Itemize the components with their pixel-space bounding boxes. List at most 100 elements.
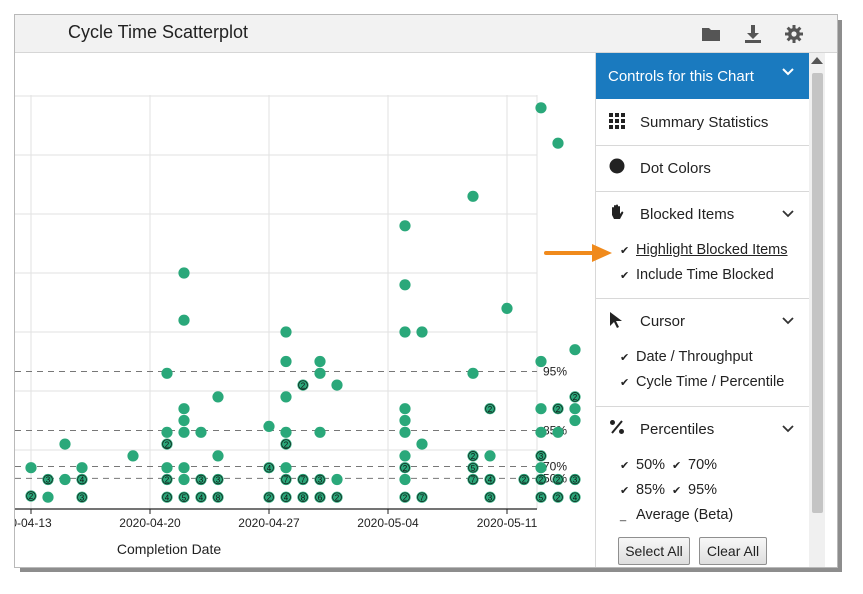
data-point (280, 355, 292, 368)
data-point-dot (297, 491, 309, 503)
data-point-dot (178, 403, 190, 415)
data-point-dot (195, 426, 207, 438)
data-point-dot (212, 491, 224, 503)
data-point: 5 (467, 462, 479, 474)
data-point-count: 2 (165, 476, 170, 485)
data-point (195, 426, 207, 438)
data-point-dot (178, 426, 190, 438)
data-point-ring (315, 474, 325, 485)
data-point-count: 2 (403, 464, 408, 473)
data-point (569, 414, 581, 427)
data-point-count: 3 (199, 476, 204, 485)
scroll-up-icon[interactable] (811, 57, 823, 64)
data-point: 3 (195, 473, 207, 486)
controls-header[interactable]: Controls for this Chart (596, 53, 809, 99)
data-point-ring (179, 492, 189, 502)
data-point (535, 102, 547, 114)
download-icon[interactable] (743, 24, 763, 44)
chevron-down-icon[interactable] (782, 314, 794, 332)
data-point: 2 (280, 438, 292, 450)
data-point-count: 4 (573, 493, 578, 502)
data-point-ring (298, 492, 308, 502)
option-date-throughput[interactable]: ✔ Date / Throughput (620, 349, 753, 365)
data-point-dot (297, 473, 309, 486)
option-include-time-blocked[interactable]: ✔ Include Time Blocked (620, 267, 774, 283)
data-point-dot (59, 473, 71, 486)
option-70-percent[interactable]: ✔ 70% (672, 457, 717, 473)
scatterplot-chart[interactable]: 95%85%70%50% 234322453438422742783622272… (15, 53, 595, 568)
percentile-label: 70% (543, 460, 567, 474)
x-tick-label: 2020-05-11 (477, 516, 538, 530)
gear-icon[interactable] (784, 24, 804, 44)
data-point: 5 (535, 491, 547, 503)
data-point: 4 (263, 462, 275, 474)
data-point (399, 450, 411, 462)
section-summary-statistics[interactable]: Summary Statistics (596, 100, 809, 146)
data-point (569, 403, 581, 415)
option-label: Cycle Time / Percentile (636, 374, 785, 390)
data-point-ring (468, 462, 478, 473)
percentile-label: 95% (543, 365, 567, 379)
data-point-count: 5 (539, 493, 544, 502)
select-all-button[interactable]: Select All (618, 537, 690, 565)
option-average-beta[interactable]: _ Average (Beta) (620, 507, 733, 523)
data-point: 3 (314, 473, 326, 486)
data-point-count: 8 (216, 493, 221, 502)
option-label: 95% (688, 482, 718, 498)
clear-all-button[interactable]: Clear All (699, 537, 767, 565)
data-point-dot (314, 473, 326, 486)
data-point-count: 6 (318, 493, 323, 502)
data-point-dot (178, 414, 190, 427)
data-point-dot (297, 379, 309, 391)
data-point-dot (399, 473, 411, 486)
option-50-percent[interactable]: ✔ 50% (620, 457, 665, 473)
scrollbar-thumb[interactable] (812, 73, 823, 513)
data-point-count: 2 (284, 440, 289, 449)
data-point (59, 473, 71, 486)
x-axis-label: Completion Date (117, 541, 221, 557)
data-point-count: 5 (182, 493, 187, 502)
chevron-down-icon[interactable] (782, 422, 794, 440)
data-point: 2 (161, 438, 173, 450)
data-point (399, 426, 411, 438)
data-point-dot (178, 491, 190, 503)
data-point-dot (76, 473, 88, 486)
data-point-dot (161, 367, 173, 379)
option-highlight-blocked-items[interactable]: ✔ Highlight Blocked Items (620, 242, 788, 258)
option-85-percent[interactable]: ✔ 85% (620, 482, 665, 498)
hand-icon (609, 204, 625, 226)
data-point: 2 (263, 491, 275, 503)
data-point-ring (400, 462, 410, 473)
data-point-dot (280, 438, 292, 450)
folder-icon[interactable] (701, 24, 721, 44)
data-point: 2 (297, 379, 309, 391)
data-point (552, 426, 564, 438)
data-point-ring (213, 474, 223, 485)
checkmark-icon: ✔ (620, 352, 630, 364)
option-95-percent[interactable]: ✔ 95% (672, 482, 717, 498)
data-point: 4 (195, 491, 207, 503)
data-point-dot (161, 438, 173, 450)
data-point (569, 344, 581, 356)
data-point (416, 326, 428, 338)
data-point: 2 (569, 391, 581, 403)
data-point-dot (280, 462, 292, 474)
section-dot-colors[interactable]: Dot Colors (596, 146, 809, 192)
data-point (212, 391, 224, 403)
option-cycle-time-percentile[interactable]: ✔ Cycle Time / Percentile (620, 374, 784, 390)
data-point-count: 2 (556, 476, 561, 485)
data-point-ring (264, 492, 274, 502)
data-point-dot (280, 426, 292, 438)
data-point (535, 403, 547, 415)
chevron-down-icon[interactable] (782, 65, 794, 82)
data-point-dot (195, 473, 207, 486)
data-point-dot (552, 403, 564, 415)
data-point-dot (399, 426, 411, 438)
chevron-down-icon[interactable] (782, 207, 794, 225)
window-title: Cycle Time Scatterplot (68, 22, 249, 42)
data-point-dot (314, 426, 326, 438)
data-point: 2 (518, 473, 530, 486)
data-point: 3 (42, 473, 54, 486)
data-point-dot (178, 267, 190, 279)
data-point (127, 450, 139, 462)
